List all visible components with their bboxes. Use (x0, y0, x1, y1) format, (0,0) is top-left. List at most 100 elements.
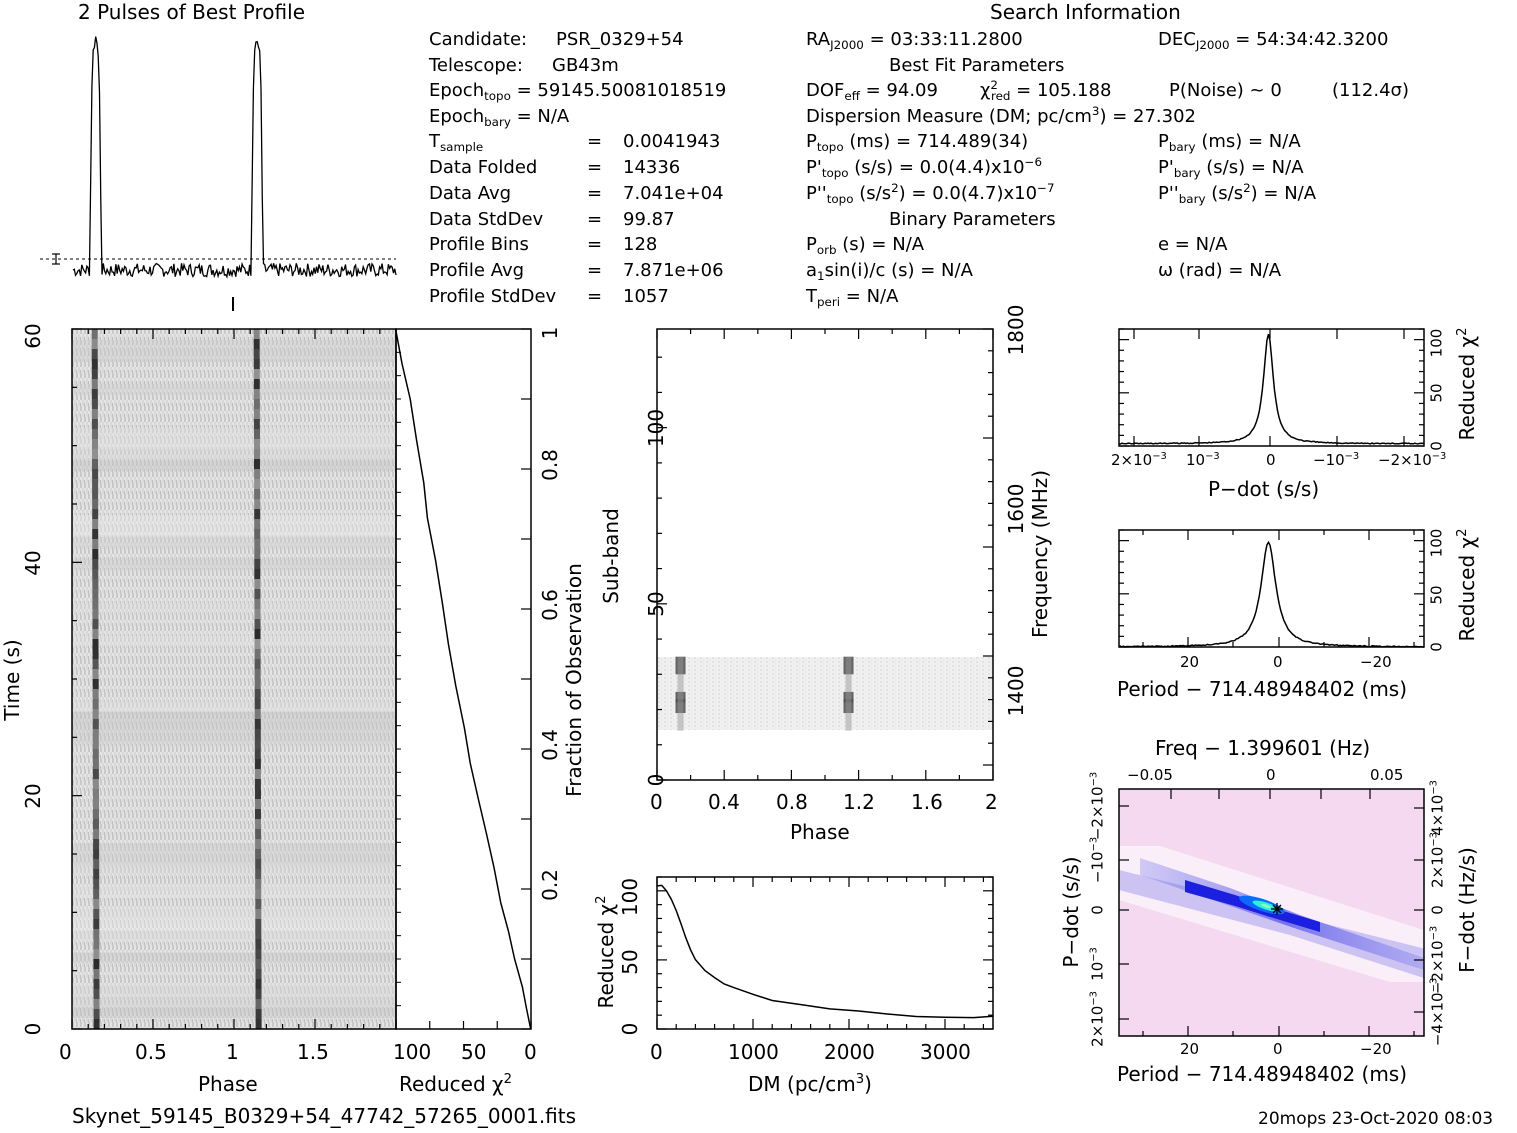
pulse-track-segment (93, 959, 100, 970)
subband-phase-plot (656, 328, 994, 781)
pulse-track-segment (255, 949, 262, 960)
pulse-track-segment (254, 439, 260, 450)
time-phase-row (72, 985, 396, 997)
profile-errorbar (52, 253, 60, 265)
dm-xlabel: DM (pc/cm3) (748, 1072, 872, 1096)
ptopo-value: Ptopo (ms) = 714.489(34) (806, 131, 1029, 155)
pulse-track-segment (255, 809, 261, 820)
subband-pulse-track (677, 656, 684, 731)
dm-chi2-plot (656, 876, 994, 1030)
pulse-track-segment (254, 479, 261, 490)
pulse-track-segment (93, 839, 100, 850)
chi-ytick-0.2: 0.2 (538, 869, 562, 901)
per-ytick-0: 0 (1427, 642, 1446, 652)
tp-xtick-0.5: 0.5 (135, 1040, 167, 1064)
ppdot-frame (1118, 788, 1425, 1037)
tp-xtick-1: 1 (226, 1040, 239, 1064)
ra-value: RAJ2000 = 03:33:11.2800 (806, 29, 1023, 53)
time-phase-row (72, 864, 396, 876)
best-fit-title: Best Fit Parameters (889, 55, 1065, 76)
pulse-track-segment (92, 619, 99, 630)
pdot-ytick-0: 0 (1427, 441, 1446, 451)
dm-chi2-frame (656, 876, 994, 1030)
dm-xtick-2000: 2000 (824, 1040, 875, 1064)
pulse-track-segment (254, 679, 261, 690)
tp-ylabel: Time (s) (0, 639, 24, 721)
pulse-track-segment (255, 789, 261, 800)
data-folded-value: 14336 (623, 157, 681, 178)
pp-ytick-4: −10−3 (1088, 836, 1107, 884)
pulse-track-segment (93, 1009, 100, 1020)
pulse-track-segment (254, 449, 260, 460)
pulse-track-segment (254, 519, 261, 530)
pulse-track-segment (93, 789, 99, 800)
pulse-track-segment (254, 429, 260, 440)
time-phase-row (72, 711, 396, 723)
pulse-track-segment (91, 379, 98, 390)
footer-filename: Skynet_59145_B0329+54_47742_57265_0001.f… (72, 1104, 577, 1128)
per-xtick-20: 20 (1180, 653, 1200, 671)
pulse-track-segment (253, 329, 260, 340)
tp-ytick-20: 20 (21, 783, 45, 809)
pulse-track-segment (92, 729, 99, 740)
pulse-track-segment (254, 779, 261, 790)
pulse-track-segment (253, 349, 260, 360)
pulse-track-segment (92, 709, 99, 720)
pulse-track-segment (255, 869, 262, 880)
time-chi2-ticks (395, 328, 532, 1030)
eq-sign: = (587, 234, 603, 255)
pulse-track-segment (92, 719, 99, 730)
sb-y2tick-1400: 1400 (1004, 665, 1028, 717)
time-phase-row (72, 843, 396, 854)
pulse-track-segment (255, 939, 262, 950)
pp-rtick-2: −2×10−3 (1428, 925, 1447, 995)
pulse-track-segment (255, 919, 262, 930)
pulse-track-segment (93, 969, 100, 980)
pulse-track-segment (92, 689, 99, 700)
time-phase-row (72, 558, 396, 570)
tp-ytick-60: 60 (21, 323, 45, 349)
chi-ytick-0.4: 0.4 (538, 729, 562, 761)
pp-xtick-neg20: −20 (1360, 1040, 1392, 1058)
per-ytick-50: 50 (1427, 585, 1446, 605)
sb-xtick-0: 0 (650, 790, 663, 814)
pulse-track-segment (255, 829, 262, 840)
pulse-track-segment (254, 759, 261, 770)
pulse-track-segment (254, 589, 261, 600)
pp-top-tick-1: −0.05 (1127, 766, 1173, 784)
sigma-value: (112.4σ) (1332, 80, 1409, 101)
profile-std-label: Profile StdDev (429, 286, 557, 307)
omega-value: ω (rad) = N/A (1158, 260, 1282, 281)
pp-top-label: Freq − 1.399601 (Hz) (1155, 736, 1371, 760)
pulse-track-segment (254, 619, 261, 630)
ppdot-ticks (1119, 789, 1424, 1036)
sb-xtick-1.6: 1.6 (911, 790, 943, 814)
profile-title: 2 Pulses of Best Profile (78, 0, 305, 24)
pulse-track-segment (254, 459, 260, 470)
time-phase-pulse-tracks (91, 329, 262, 1030)
chi2-value: χ2red = 105.188 (980, 77, 1112, 104)
pulse-track-segment (254, 729, 261, 740)
data-avg-label: Data Avg (429, 183, 512, 204)
pp-top-tick-3: 0.05 (1370, 766, 1404, 784)
pdot-ytick-50: 50 (1427, 383, 1446, 403)
pulse-track-segment (255, 839, 262, 850)
pulse-track-segment (92, 569, 99, 580)
data-std-value: 99.87 (623, 209, 675, 230)
time-phase-row (72, 886, 396, 898)
tp-xtick-1.5: 1.5 (297, 1040, 329, 1064)
pulse-track-segment (93, 889, 100, 900)
a1-value: a1sin(i)/c (s) = N/A (806, 260, 973, 284)
pulse-track-segment (91, 369, 98, 380)
chi-ytick-1: 1 (538, 326, 562, 340)
time-chi2-line (394, 328, 532, 1030)
profile-plot (40, 36, 397, 311)
pulse-track-segment (92, 429, 98, 440)
pulse-track-segment (253, 339, 260, 350)
time-phase-row (72, 996, 396, 1008)
time-phase-row (72, 536, 396, 548)
pulse-track-segment (93, 899, 100, 910)
pdot-chi2-line (1118, 333, 1425, 445)
dm-chi2-line (656, 884, 994, 1019)
tperi-value: Tperi = N/A (806, 286, 899, 310)
